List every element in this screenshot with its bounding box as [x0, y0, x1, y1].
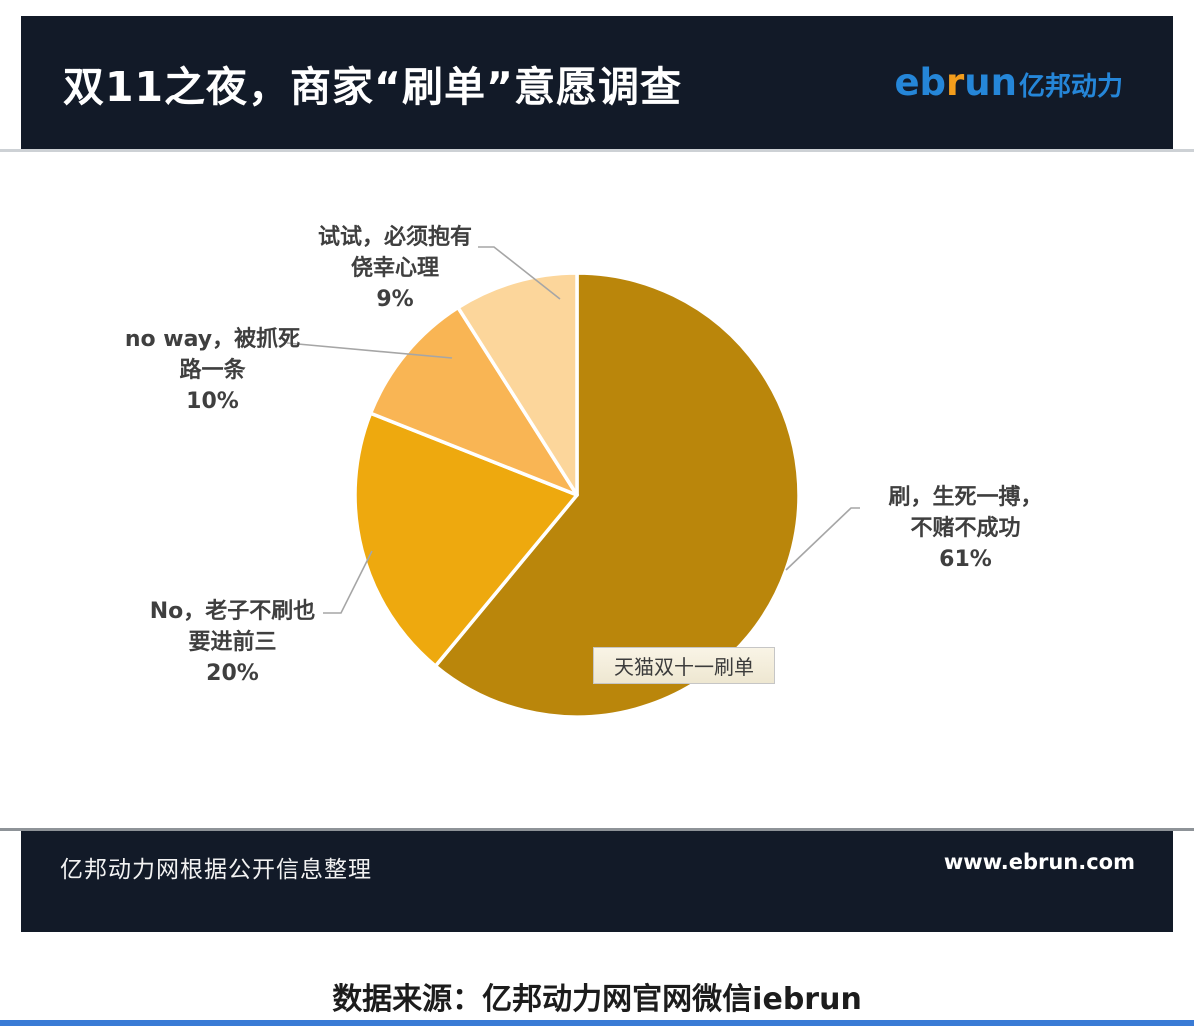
- pie-label-9pct-value: 9%: [376, 287, 414, 312]
- pie-label-9pct: 试试，必须抱有 侥幸心理 9%: [270, 222, 520, 315]
- leader-line-9pct: [478, 246, 561, 300]
- page-title: 双11之夜，商家“刷单”意愿调查: [63, 62, 682, 111]
- pie-slice-9pct: [456, 271, 579, 497]
- pie-label-10pct-line2: 路一条: [179, 358, 246, 383]
- pie-chart-area: 试试，必须抱有 侥幸心理 9% no way，被抓死 路一条 10% No，老子…: [0, 152, 1194, 828]
- pie-chart-svg: [286, 246, 860, 719]
- footer-website-url: www.ebrun.com: [943, 850, 1135, 874]
- ebrun-logo-r-accent: r: [946, 61, 965, 104]
- pie-slice-61pct: [433, 271, 801, 719]
- pie-label-20pct-line2: 要进前三: [188, 630, 277, 655]
- pie-label-61pct-value: 61%: [939, 547, 992, 572]
- pie-label-20pct-line1: No，老子不刷也: [149, 599, 316, 624]
- header-divider-line: [0, 149, 1194, 152]
- pie-label-9pct-line1: 试试，必须抱有: [317, 225, 472, 250]
- pie-label-20pct-value: 20%: [206, 661, 259, 686]
- footer-divider-line: [0, 828, 1194, 831]
- pie-label-61pct: 刷，生死一搏， 不赌不成功 61%: [848, 482, 1083, 575]
- leader-line-20pct: [323, 550, 373, 614]
- ebrun-logo-chinese: 亿邦动力: [1018, 72, 1123, 102]
- pie-label-61pct-line1: 刷，生死一搏，: [888, 485, 1043, 510]
- pie-label-10pct-value: 10%: [186, 389, 239, 414]
- ebrun-logo-wordmark: ebrun: [894, 61, 1017, 104]
- header-bar: 双11之夜，商家“刷单”意愿调查 ebrun 亿邦动力: [21, 16, 1173, 149]
- pie-label-9pct-line2: 侥幸心理: [350, 256, 439, 281]
- pie-slice-20pct: [353, 411, 579, 668]
- leader-line-61pct: [785, 507, 860, 571]
- data-source-caption: 数据来源：亿邦动力网官网微信iebrun: [332, 982, 862, 1017]
- leader-line-10pct: [286, 342, 453, 359]
- bottom-accent-line: [0, 1020, 1194, 1026]
- chart-tooltip-box: 天猫双十一刷单: [593, 647, 775, 684]
- pie-label-20pct: No，老子不刷也 要进前三 20%: [105, 596, 360, 689]
- pie-label-10pct-line1: no way，被抓死: [124, 327, 301, 352]
- footer-source-note: 亿邦动力网根据公开信息整理: [60, 857, 372, 883]
- ebrun-logo: ebrun 亿邦动力: [894, 61, 1123, 104]
- footer-bar: 亿邦动力网根据公开信息整理 www.ebrun.com: [21, 831, 1173, 932]
- pie-label-10pct: no way，被抓死 路一条 10%: [85, 324, 340, 417]
- pie-label-61pct-line2: 不赌不成功: [910, 516, 1021, 541]
